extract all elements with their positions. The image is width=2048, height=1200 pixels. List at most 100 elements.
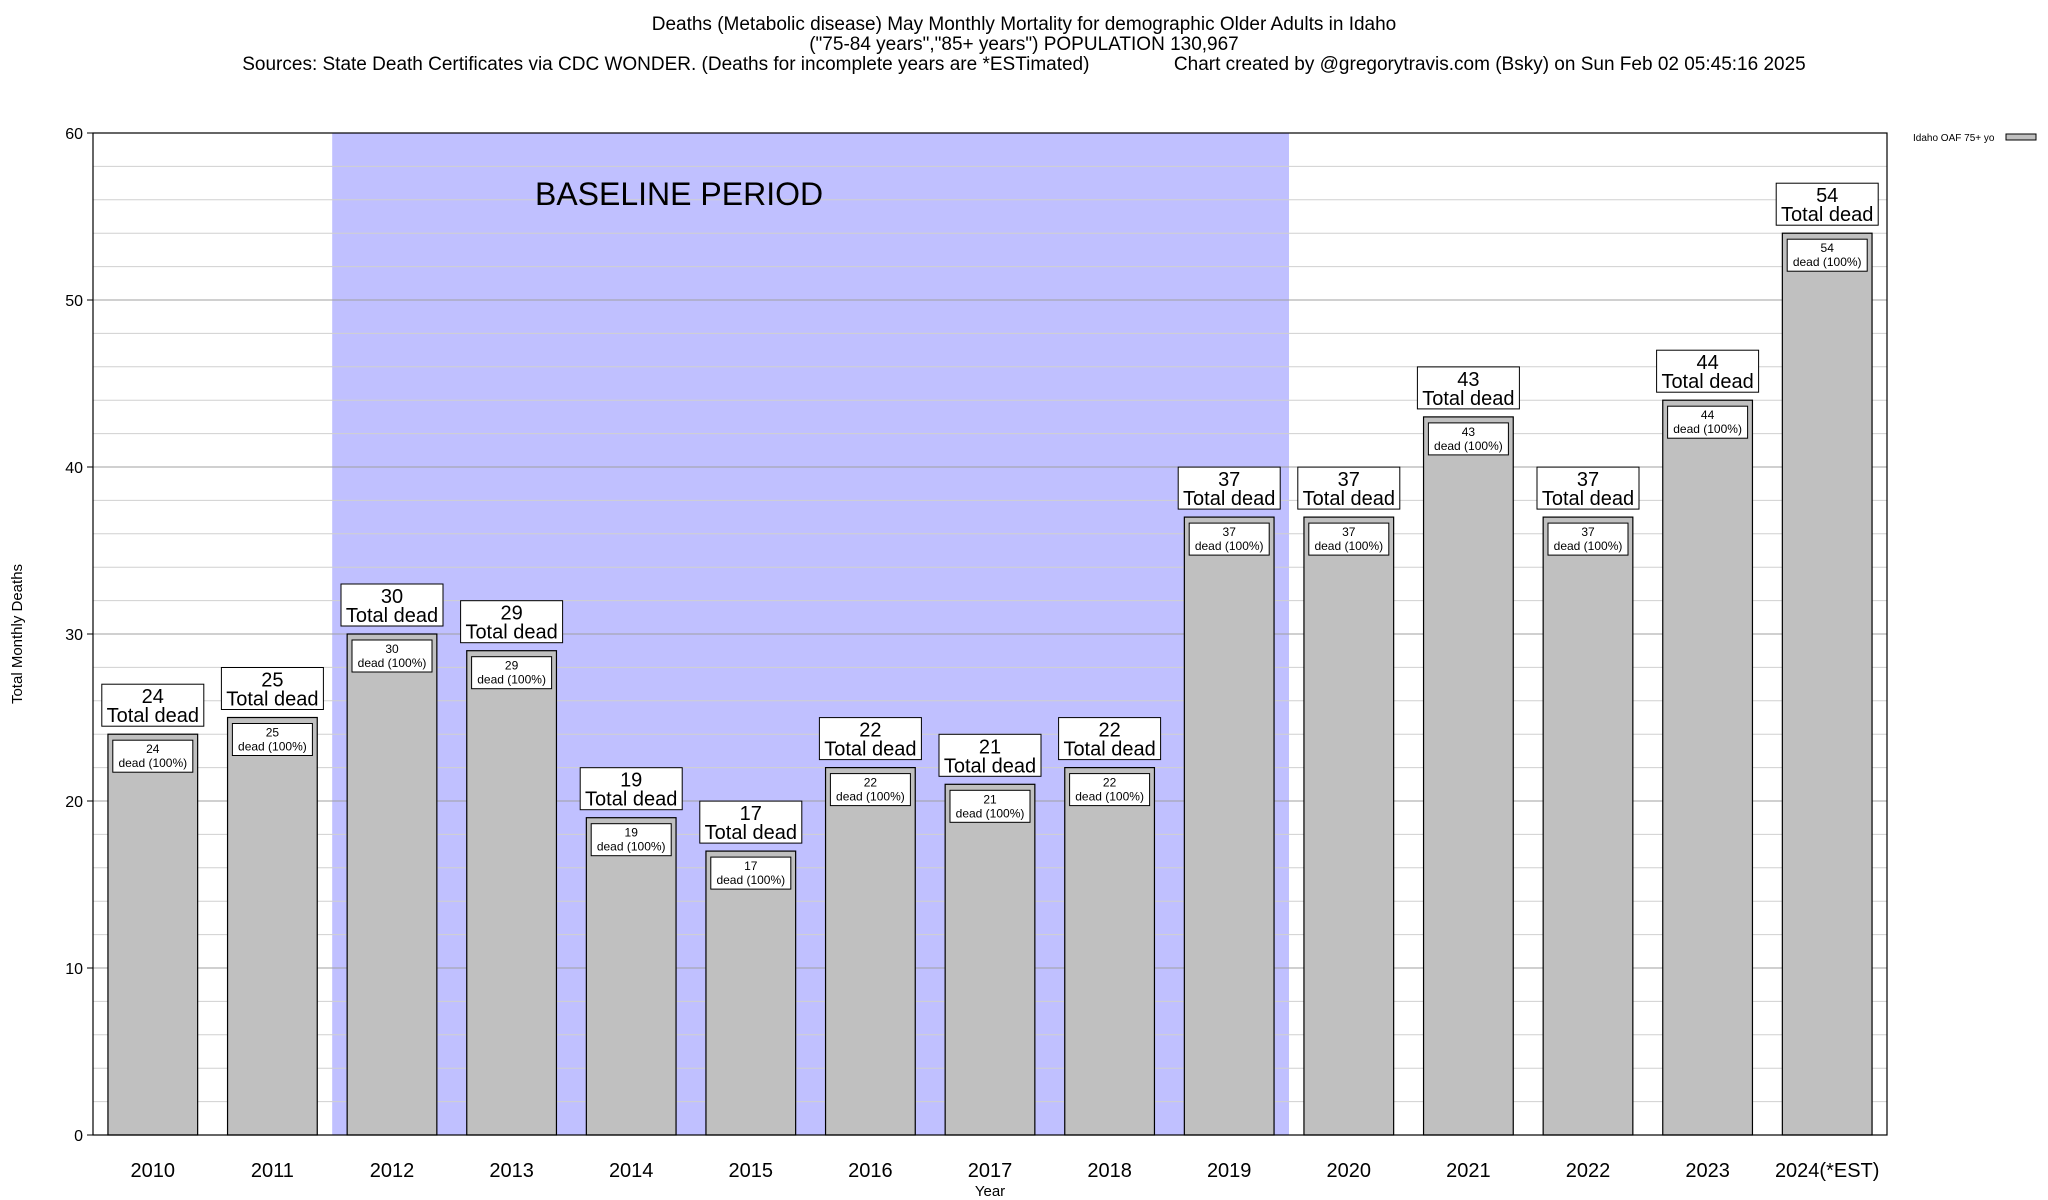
x-tick-label: 2014 [609, 1160, 654, 1182]
inner-label-value: 43 [1462, 425, 1476, 439]
total-label-box [1297, 466, 1401, 510]
total-label-value: 30 [381, 586, 403, 608]
inner-label-box [1188, 522, 1270, 556]
total-label-text: Total dead [226, 689, 318, 711]
inner-label-text: dead (100%) [956, 806, 1025, 820]
inner-label-text: dead (100%) [358, 656, 427, 670]
total-label-value: 37 [1218, 469, 1240, 491]
inner-label-text: dead (100%) [1075, 790, 1144, 804]
inner-label-value: 22 [864, 776, 878, 790]
inner-label-value: 54 [1821, 241, 1835, 255]
inner-label-value: 21 [983, 792, 997, 806]
total-label-value: 43 [1457, 369, 1479, 391]
bar [1064, 766, 1156, 1136]
inner-label-box [112, 739, 194, 773]
bar [1183, 516, 1275, 1136]
x-tick-label: 2010 [131, 1160, 176, 1182]
bar [1781, 232, 1873, 1136]
y-tick-label: 0 [74, 1128, 83, 1145]
legend-label: Idaho OAF 75+ yo [1913, 133, 1995, 144]
total-label-value: 19 [620, 770, 642, 792]
total-label-text: Total dead [824, 739, 916, 761]
chart-title-line-2: ("75-84 years","85+ years") POPULATION 1… [809, 34, 1239, 55]
total-label-text: Total dead [1422, 388, 1514, 410]
total-label-value: 17 [740, 803, 762, 825]
total-label-text: Total dead [346, 605, 438, 627]
bar [585, 817, 677, 1136]
total-label-text: Total dead [705, 822, 797, 844]
x-tick-label: 2013 [489, 1160, 534, 1182]
bar [1303, 516, 1395, 1136]
inner-label-value: 29 [505, 659, 519, 673]
total-label-box [1536, 466, 1640, 510]
x-tick-label: 2021 [1446, 1160, 1491, 1182]
y-tick-label: 40 [65, 460, 83, 477]
total-label-text: Total dead [1183, 488, 1275, 510]
inner-label-text: dead (100%) [1793, 255, 1862, 269]
bar [466, 650, 558, 1136]
inner-label-box [1308, 522, 1390, 556]
chart-title-line-1: Deaths (Metabolic disease) May Monthly M… [651, 14, 1397, 35]
x-tick-label: 2019 [1207, 1160, 1252, 1182]
total-label-box [699, 800, 803, 844]
x-tick-label: 2015 [729, 1160, 774, 1182]
inner-label-text: dead (100%) [597, 840, 666, 854]
inner-label-box [1427, 422, 1509, 456]
inner-label-box [231, 723, 313, 756]
bar [1422, 416, 1514, 1136]
inner-label-value: 37 [1581, 525, 1595, 539]
total-label-text: Total dead [1303, 488, 1395, 510]
bar [1542, 516, 1634, 1136]
total-label-box [101, 683, 205, 727]
total-label-value: 44 [1696, 352, 1718, 374]
inner-label-value: 37 [1342, 525, 1356, 539]
y-axis-title: Total Monthly Deaths [9, 564, 26, 704]
total-label-value: 29 [500, 603, 522, 625]
x-tick-label: 2016 [848, 1160, 893, 1182]
x-axis-title: Year [975, 1183, 1005, 1200]
x-tick-label: 2022 [1566, 1160, 1611, 1182]
inner-label-text: dead (100%) [238, 740, 307, 754]
inner-label-value: 24 [146, 742, 160, 756]
x-tick-label: 2020 [1327, 1160, 1372, 1182]
x-tick-label: 2023 [1685, 1160, 1730, 1182]
y-tick-label: 20 [65, 794, 83, 811]
inner-label-text: dead (100%) [1434, 439, 1503, 453]
total-label-text: Total dead [1781, 204, 1873, 226]
inner-label-value: 37 [1223, 525, 1237, 539]
total-label-text: Total dead [944, 755, 1036, 777]
total-label-text: Total dead [107, 705, 199, 727]
inner-label-text: dead (100%) [716, 873, 785, 887]
total-label-value: 21 [979, 736, 1001, 758]
inner-label-value: 19 [625, 826, 639, 840]
total-label-value: 24 [142, 686, 164, 708]
total-label-box [818, 717, 922, 761]
inner-label-box [710, 856, 792, 890]
x-tick-label: 2017 [968, 1160, 1013, 1182]
x-tick-label: 2011 [251, 1160, 294, 1182]
inner-label-value: 25 [266, 726, 280, 740]
inner-label-text: dead (100%) [1195, 539, 1264, 553]
inner-label-box [1547, 522, 1629, 556]
x-tick-label: 2018 [1087, 1160, 1132, 1182]
bar [346, 633, 438, 1136]
inner-label-box [471, 656, 553, 690]
total-label-box [1656, 349, 1760, 393]
total-label-text: Total dead [1661, 371, 1753, 393]
total-label-value: 22 [859, 720, 881, 742]
chart-source-line: Sources: State Death Certificates via CD… [242, 54, 1806, 75]
baseline-period-label: BASELINE PERIOD [535, 176, 823, 212]
y-tick-label: 10 [65, 961, 83, 978]
total-label-box [579, 767, 683, 811]
total-label-value: 54 [1816, 185, 1838, 207]
y-tick-label: 50 [65, 293, 83, 310]
inner-label-text: dead (100%) [118, 756, 187, 770]
inner-label-box [1069, 773, 1151, 807]
bar [944, 783, 1036, 1136]
inner-label-box [1667, 405, 1749, 439]
inner-label-value: 17 [744, 859, 758, 873]
inner-label-text: dead (100%) [836, 790, 905, 804]
inner-label-box [949, 789, 1031, 823]
inner-label-box [590, 823, 672, 857]
